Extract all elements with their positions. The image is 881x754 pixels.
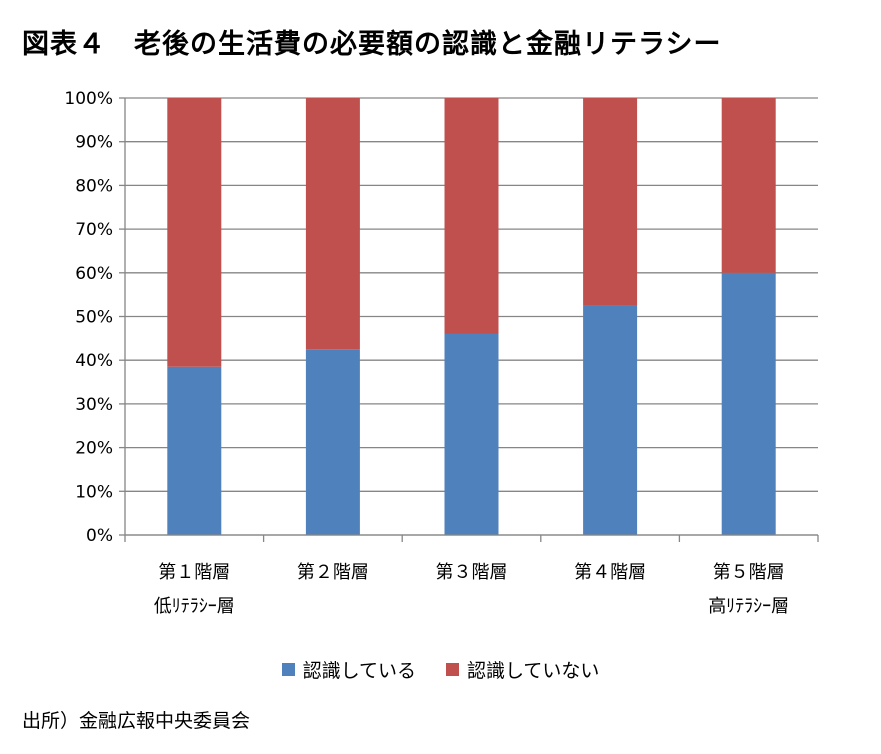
y-tick-label: 0% <box>86 526 113 546</box>
legend-swatch-recognize <box>281 663 295 676</box>
y-tick-label: 100% <box>64 89 113 109</box>
bar-not-recognize <box>583 98 638 306</box>
x-category-label: 第５階層 <box>713 562 785 583</box>
legend-item-recognize: 認識している <box>281 656 416 683</box>
bar-recognize <box>721 272 776 535</box>
legend-label-recognize: 認識している <box>302 660 416 682</box>
legend-item-not-recognize: 認識していない <box>446 656 599 683</box>
y-tick-label: 40% <box>75 351 113 371</box>
bar-recognize <box>444 333 499 535</box>
x-category-label: 第４階層 <box>574 562 646 583</box>
bar-recognize <box>583 305 638 535</box>
y-tick-label: 80% <box>75 176 113 196</box>
y-tick-label: 90% <box>75 133 113 153</box>
bar-recognize <box>167 366 222 535</box>
x-category-label: 低ﾘﾃﾗｼｰ層 <box>154 596 235 617</box>
chart-legend: 認識している 認識していない <box>0 656 881 683</box>
bar-not-recognize <box>721 98 776 273</box>
x-category-label: 第２階層 <box>297 562 369 583</box>
legend-swatch-not-recognize <box>446 663 459 676</box>
y-tick-label: 30% <box>75 395 113 415</box>
x-category-label: 高ﾘﾃﾗｼｰ層 <box>708 596 789 617</box>
bar-not-recognize <box>305 98 360 350</box>
x-category-label: 第３階層 <box>436 562 508 583</box>
stacked-bar-chart: 0% 10% 20% 30% 40% 50% 60% 70% 80% 90% 100% 第１階層低ﾘﾃ… <box>64 89 819 617</box>
bar-not-recognize <box>444 98 499 334</box>
chart-title: 図表４ 老後の生活費の必要額の認識と金融リテラシー <box>22 29 722 60</box>
source-note: 出所）金融広報中央委員会 <box>22 710 251 732</box>
y-tick-label: 60% <box>75 264 113 284</box>
legend-label-not-recognize: 認識していない <box>467 660 600 682</box>
bar-recognize <box>305 349 360 535</box>
x-category-label: 第１階層 <box>158 562 230 583</box>
y-tick-label: 50% <box>75 308 113 328</box>
y-tick-label: 20% <box>75 439 113 459</box>
y-tick-label: 70% <box>75 220 113 240</box>
bar-not-recognize <box>167 98 222 367</box>
y-tick-label: 10% <box>75 482 113 502</box>
